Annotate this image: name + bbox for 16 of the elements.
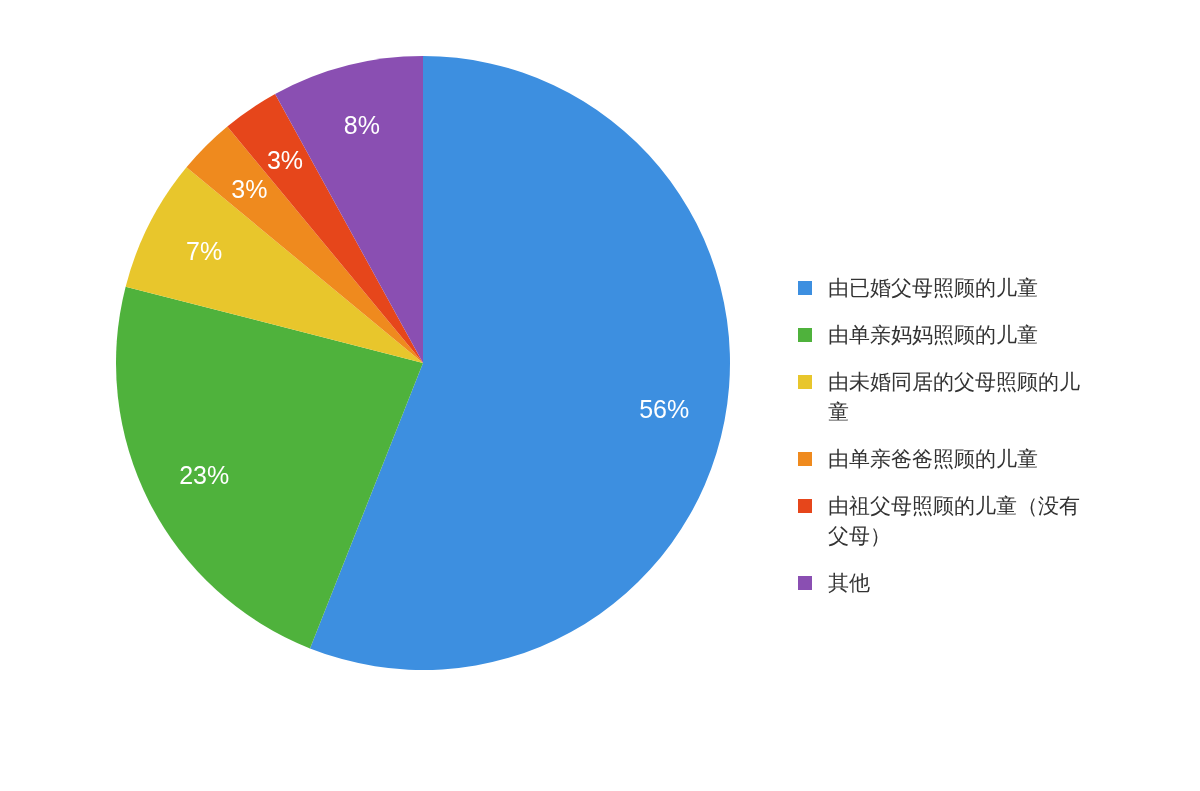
data-label: 23%: [179, 460, 230, 489]
legend-label: 其他: [828, 570, 870, 597]
pie-slice: [309, 56, 730, 670]
data-label: 3%: [231, 175, 268, 204]
pie-slice: [227, 93, 423, 363]
legend-label: 由祖父母照顾的儿童（没有父母）: [828, 493, 1081, 550]
pie-slice: [125, 167, 423, 363]
data-label: 3%: [266, 145, 304, 174]
data-label: 8%: [343, 111, 380, 140]
data-label: 56%: [639, 395, 690, 424]
legend-label: 由未婚同居的父母照顾的儿童: [828, 369, 1081, 426]
data-label: 7%: [186, 237, 223, 266]
legend-label: 由单亲爸爸照顾的儿童: [828, 446, 1038, 473]
legend-label: 由已婚父母照顾的儿童: [828, 275, 1038, 302]
legend-label: 由单亲妈妈照顾的儿童: [828, 322, 1038, 349]
pie-slice: [116, 286, 423, 649]
